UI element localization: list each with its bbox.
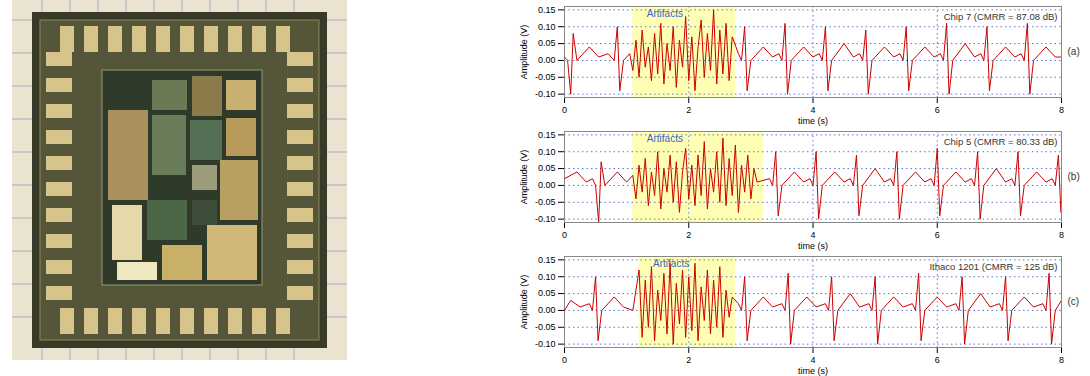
svg-text:4: 4: [810, 355, 815, 365]
svg-text:-0.10: -0.10: [535, 89, 556, 99]
svg-text:6: 6: [935, 230, 940, 240]
svg-text:-0.05: -0.05: [535, 197, 556, 207]
svg-text:0.05: 0.05: [538, 163, 556, 173]
svg-text:0: 0: [562, 355, 567, 365]
svg-text:0.00: 0.00: [538, 180, 556, 190]
svg-text:0.05: 0.05: [538, 288, 556, 298]
svg-text:6: 6: [935, 355, 940, 365]
svg-text:0.15: 0.15: [538, 255, 556, 265]
svg-text:-0.10: -0.10: [535, 214, 556, 224]
svg-text:4: 4: [810, 105, 815, 115]
svg-text:time (s): time (s): [798, 241, 828, 251]
svg-text:Amplitude (V): Amplitude (V): [519, 150, 529, 205]
svg-text:4: 4: [810, 230, 815, 240]
svg-text:Artifacts: Artifacts: [647, 8, 683, 19]
svg-text:8: 8: [1059, 355, 1064, 365]
svg-text:8: 8: [1059, 105, 1064, 115]
svg-text:0.00: 0.00: [538, 305, 556, 315]
svg-text:time (s): time (s): [798, 366, 828, 376]
svg-text:-0.05: -0.05: [535, 72, 556, 82]
svg-text:0.10: 0.10: [538, 272, 556, 282]
svg-text:(a): (a): [1068, 46, 1080, 57]
svg-text:8: 8: [1059, 230, 1064, 240]
svg-text:Amplitude (V): Amplitude (V): [519, 25, 529, 80]
svg-text:(c): (c): [1068, 296, 1080, 307]
svg-text:(b): (b): [1068, 171, 1080, 182]
svg-text:0.15: 0.15: [538, 5, 556, 15]
svg-text:-0.10: -0.10: [535, 339, 556, 349]
svg-text:0.10: 0.10: [538, 147, 556, 157]
svg-text:0: 0: [562, 105, 567, 115]
svg-text:0.05: 0.05: [538, 38, 556, 48]
svg-text:0: 0: [562, 230, 567, 240]
svg-text:2: 2: [686, 230, 691, 240]
svg-text:Chip 7 (CMRR = 87.08 dB): Chip 7 (CMRR = 87.08 dB): [944, 11, 1058, 22]
svg-text:Ithaco 1201 (CMRR = 125 dB): Ithaco 1201 (CMRR = 125 dB): [929, 261, 1057, 272]
svg-text:2: 2: [686, 105, 691, 115]
svg-text:2: 2: [686, 355, 691, 365]
svg-text:Artifacts: Artifacts: [653, 258, 689, 269]
svg-text:-0.05: -0.05: [535, 322, 556, 332]
svg-text:0.10: 0.10: [538, 22, 556, 32]
svg-text:time (s): time (s): [798, 116, 828, 126]
svg-text:0.00: 0.00: [538, 55, 556, 65]
svg-text:Artifacts: Artifacts: [647, 133, 683, 144]
svg-text:Chip 5 (CMRR = 80.33 dB): Chip 5 (CMRR = 80.33 dB): [944, 136, 1058, 147]
svg-text:6: 6: [935, 105, 940, 115]
svg-text:Amplitude (V): Amplitude (V): [519, 275, 529, 330]
svg-text:0.15: 0.15: [538, 130, 556, 140]
